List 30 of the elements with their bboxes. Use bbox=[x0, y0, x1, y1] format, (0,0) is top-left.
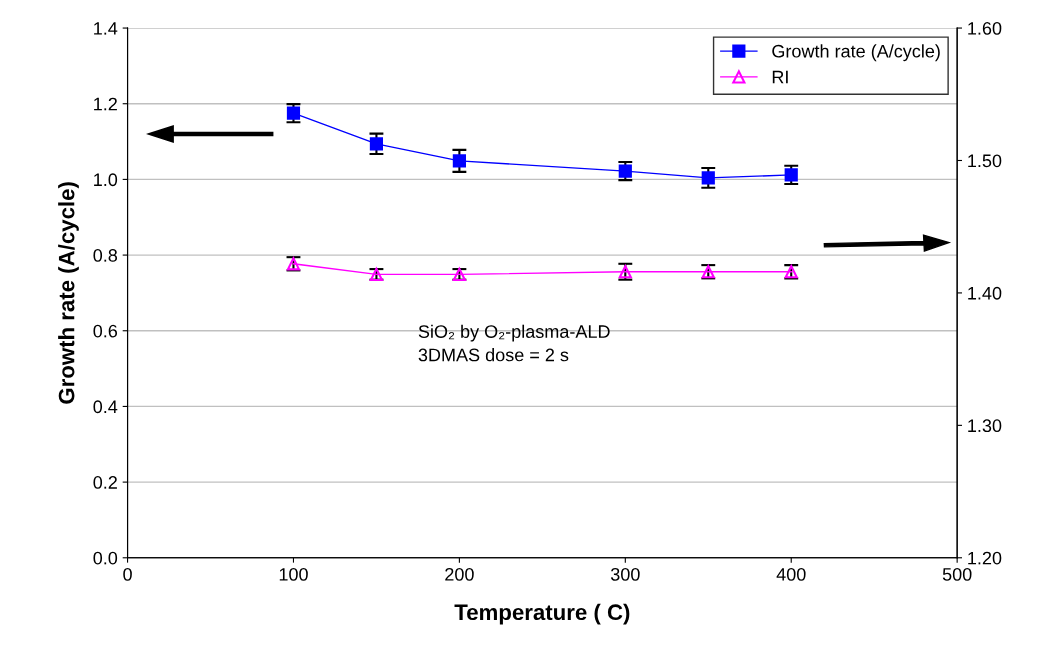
y-axis-title: Growth rate (A/cycle) bbox=[58, 182, 79, 404]
legend-label: Growth rate (A/cycle) bbox=[772, 44, 940, 62]
x-tick-label: 200 bbox=[445, 567, 474, 581]
y-tick-label: 1.0 bbox=[94, 173, 118, 187]
y2-tick-label: 1.60 bbox=[968, 21, 1002, 35]
x-tick-label: 400 bbox=[776, 567, 806, 581]
annotation: SiO₂ by O₂-plasma-ALD 3DMAS dose = 2 s bbox=[418, 324, 610, 362]
y-tick-label: 0.2 bbox=[93, 476, 117, 489]
y-tick-label: 1.4 bbox=[94, 22, 118, 35]
y-tick-label: 1.2 bbox=[94, 97, 117, 111]
point bbox=[452, 154, 466, 168]
point bbox=[784, 168, 798, 182]
y2-tick-label: 1.40 bbox=[968, 286, 1002, 300]
x-tick-label: 100 bbox=[279, 567, 308, 581]
y2-tick-label: 1.50 bbox=[968, 154, 1002, 168]
y2-tick-label: 1.20 bbox=[968, 551, 1002, 565]
point bbox=[618, 164, 632, 178]
y-tick-label: 0.4 bbox=[93, 400, 118, 414]
y-tick-label: 0.0 bbox=[93, 551, 118, 565]
x-tick-label: 500 bbox=[942, 567, 972, 581]
x-tick-label: 300 bbox=[610, 567, 640, 581]
y-tick-label: 0.8 bbox=[93, 249, 118, 262]
y-tick-label: 0.6 bbox=[93, 324, 118, 338]
x-tick-label: 0 bbox=[123, 567, 132, 581]
point bbox=[369, 137, 384, 151]
legend-label: RI bbox=[772, 70, 788, 84]
x-axis-title: Temperature ( C) bbox=[454, 603, 630, 625]
y2-tick-label: 1.30 bbox=[968, 419, 1002, 433]
point bbox=[286, 106, 301, 120]
point bbox=[701, 171, 715, 185]
